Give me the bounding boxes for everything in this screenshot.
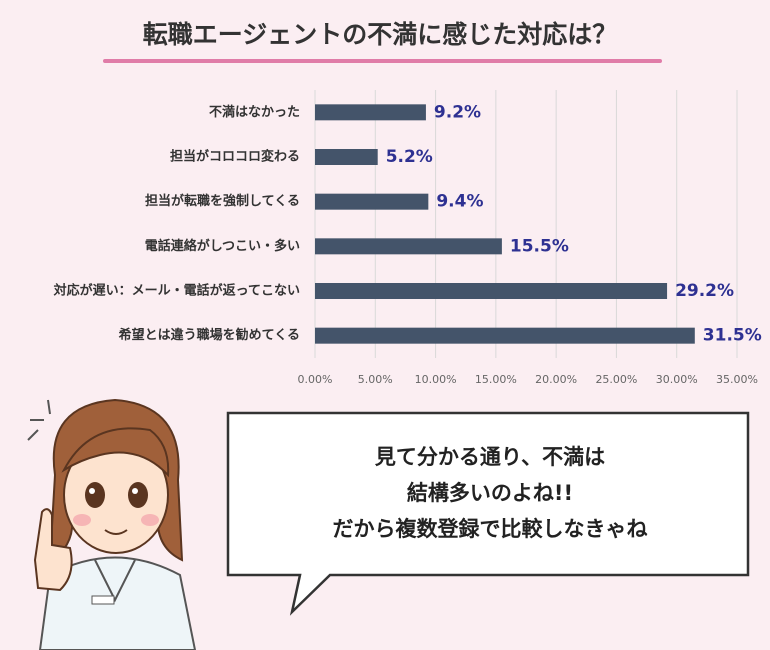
y-tick-label: 対応が遅い：メール・電話が返ってこない	[53, 283, 300, 299]
speech-bubble	[226, 411, 750, 616]
bar	[315, 193, 429, 210]
x-tick-label: 30.00%	[656, 373, 698, 386]
x-tick-label: 5.00%	[358, 373, 393, 386]
y-tick-label: 電話連絡がしつこい・多い	[145, 238, 300, 254]
bar	[315, 238, 502, 255]
value-label: 9.4%	[436, 192, 483, 212]
value-label: 5.2%	[386, 147, 433, 167]
speech-text: だから複数登録で比較しなきゃね	[333, 517, 648, 541]
x-tick-label: 15.00%	[475, 373, 517, 386]
value-label: 31.5%	[703, 326, 762, 346]
value-label: 29.2%	[675, 281, 734, 301]
chart-title: 転職エージェントの不満に感じた対応は？	[143, 20, 618, 49]
bar	[315, 327, 695, 344]
x-tick-label: 0.00%	[298, 373, 333, 386]
x-tick-label: 10.00%	[415, 373, 457, 386]
speech-text: 結構多いのよね!!	[407, 481, 573, 505]
y-tick-label: 不満はなかった	[209, 104, 300, 120]
y-tick-label: 担当が転職を強制してくる	[145, 193, 300, 209]
value-label: 15.5%	[510, 236, 569, 256]
bar	[315, 149, 378, 165]
value-label: 9.2%	[434, 102, 481, 122]
bar	[315, 104, 426, 121]
y-tick-label: 担当がコロコロ変わる	[170, 149, 300, 165]
x-tick-label: 35.00%	[716, 373, 758, 386]
x-tick-label: 25.00%	[595, 373, 637, 386]
character	[27, 398, 197, 650]
y-tick-label: 希望とは違う職場を勧めてくる	[119, 327, 300, 343]
x-tick-label: 20.00%	[535, 373, 577, 386]
bar	[315, 283, 668, 299]
speech-text: 見て分かる通り、不満は	[375, 445, 605, 469]
